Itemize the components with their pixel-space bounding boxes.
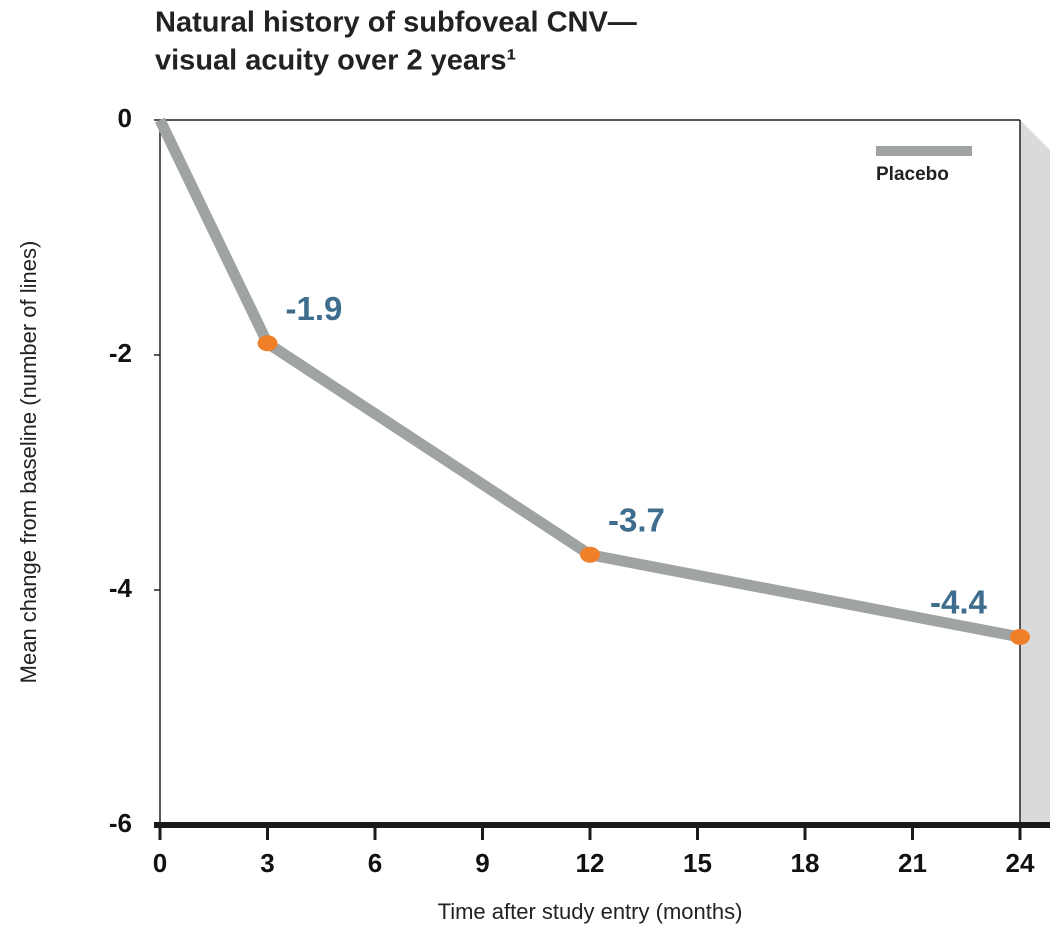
x-tick-label: 3 [260,848,274,878]
x-tick-label: 9 [475,848,489,878]
data-label: -3.7 [608,501,665,538]
y-tick-label: -6 [109,808,132,838]
x-tick-label: 21 [898,848,927,878]
data-label: -4.4 [930,584,988,621]
data-label: -1.9 [286,290,343,327]
data-point [257,335,278,352]
x-tick-label: 12 [576,848,605,878]
x-tick-label: 24 [1006,848,1035,878]
data-point [1010,629,1030,645]
x-axis-label: Time after study entry (months) [438,899,743,924]
x-tick-label: 18 [791,848,820,878]
y-tick-label: 0 [118,103,132,133]
x-tick-label: 0 [153,848,167,878]
side-wall [1020,120,1050,825]
y-tick-label: -2 [109,338,132,368]
data-line [155,117,1022,643]
data-point [580,546,600,563]
chart-title: Natural history of subfoveal CNV— [155,7,637,39]
y-tick-label: -4 [109,573,133,603]
x-tick-label: 15 [683,848,712,878]
chart-title: visual acuity over 2 years¹ [155,45,516,77]
y-axis-label: Mean change from baseline (number of lin… [16,241,41,684]
x-tick-label: 6 [368,848,382,878]
legend-label: Placebo [876,164,949,185]
